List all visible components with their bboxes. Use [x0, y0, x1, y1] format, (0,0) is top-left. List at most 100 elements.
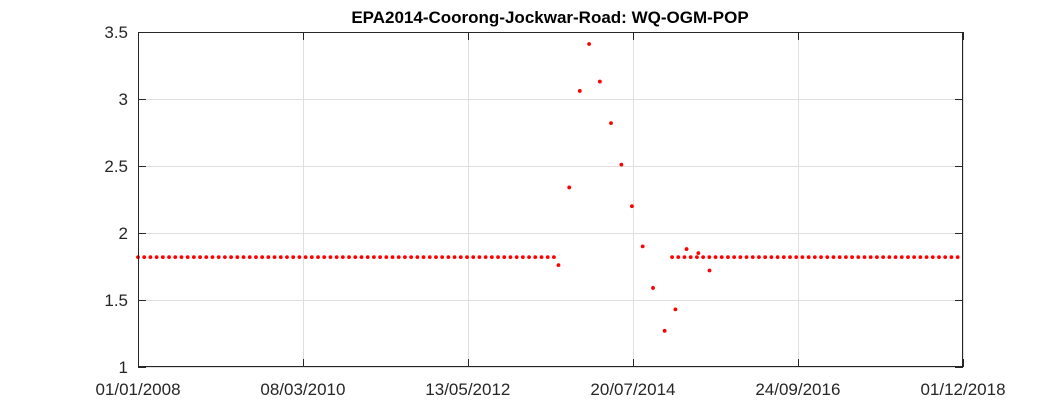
data-point	[545, 255, 550, 260]
data-point	[266, 255, 271, 260]
data-point	[662, 328, 667, 333]
data-point	[684, 247, 689, 251]
data-point	[695, 255, 699, 260]
data-point	[688, 255, 693, 260]
data-point	[726, 255, 730, 260]
data-point	[887, 255, 892, 260]
data-point	[609, 121, 613, 126]
data-point	[359, 255, 364, 260]
data-point	[502, 255, 507, 260]
y-tick-label: 3	[119, 90, 128, 109]
x-tick-label: 13/05/2012	[425, 380, 510, 399]
data-point	[856, 255, 861, 260]
data-point	[533, 255, 538, 260]
y-tick-label: 3.5	[104, 23, 128, 42]
data-point	[328, 255, 333, 260]
plot-background	[138, 32, 963, 367]
data-point	[744, 255, 749, 260]
data-point	[567, 185, 572, 190]
data-point	[937, 255, 941, 260]
data-point	[322, 255, 327, 260]
data-point	[943, 255, 948, 260]
data-point	[185, 255, 190, 260]
data-point	[371, 255, 376, 260]
data-point	[241, 255, 246, 260]
data-point	[539, 255, 544, 260]
data-point	[918, 255, 923, 260]
data-point	[806, 255, 811, 260]
x-tick-label: 24/09/2016	[755, 380, 840, 399]
chart-title: EPA2014-Coorong-Jockwar-Road: WQ-OGM-POP	[351, 8, 748, 27]
data-point	[893, 255, 898, 260]
data-point	[719, 255, 724, 260]
data-point	[303, 255, 308, 260]
data-point	[452, 255, 457, 260]
data-point	[707, 268, 712, 273]
x-tick-label: 01/12/2018	[920, 380, 1005, 399]
data-point	[775, 255, 780, 260]
data-point	[167, 255, 171, 260]
data-point	[316, 255, 320, 260]
data-point	[415, 255, 420, 260]
x-tick-label: 01/01/2008	[95, 380, 180, 399]
data-point	[440, 255, 445, 260]
data-point	[875, 255, 879, 260]
data-point	[390, 255, 395, 260]
data-point	[458, 255, 463, 260]
data-points	[136, 42, 960, 333]
data-point	[949, 255, 954, 260]
data-point	[309, 255, 314, 260]
data-point	[843, 255, 848, 260]
data-point	[278, 255, 283, 260]
data-point	[819, 255, 823, 260]
data-point	[216, 255, 221, 260]
data-point	[794, 255, 799, 260]
data-point	[272, 255, 277, 260]
data-point	[696, 251, 701, 256]
y-tick-label: 2.5	[104, 157, 128, 176]
data-point	[427, 255, 432, 260]
data-point	[924, 255, 929, 260]
data-point	[403, 255, 407, 260]
data-point	[520, 255, 525, 260]
data-point	[508, 255, 513, 260]
data-point	[955, 255, 960, 260]
data-point	[483, 255, 488, 260]
data-point	[713, 255, 718, 260]
data-point	[378, 255, 382, 260]
data-point	[384, 255, 389, 260]
data-point	[154, 255, 159, 260]
data-point	[285, 255, 289, 260]
data-point	[640, 244, 645, 249]
data-point	[906, 255, 910, 260]
data-point	[651, 286, 655, 290]
data-point	[477, 255, 482, 260]
data-point	[254, 255, 258, 260]
data-point	[825, 255, 830, 260]
data-point	[868, 255, 873, 260]
data-point	[707, 255, 712, 260]
data-point	[732, 255, 737, 260]
data-point	[788, 255, 792, 260]
data-point	[552, 255, 556, 260]
data-point	[738, 255, 743, 260]
data-point	[229, 255, 234, 260]
data-point	[757, 255, 761, 260]
tick-labels: 01/01/2008 08/03/2010 13/05/2012 20/07/2014…	[95, 23, 1005, 399]
data-point	[750, 255, 755, 260]
data-point	[148, 255, 153, 260]
data-point	[204, 255, 209, 260]
y-tick-label: 1.5	[104, 291, 128, 310]
data-point	[421, 255, 426, 260]
data-point	[862, 255, 867, 260]
data-point	[630, 204, 634, 209]
data-point	[347, 255, 351, 260]
x-tick-label: 08/03/2010	[260, 380, 345, 399]
data-point	[409, 255, 414, 260]
data-point	[682, 255, 687, 260]
data-point	[912, 255, 917, 260]
data-point	[769, 255, 774, 260]
data-point	[701, 255, 706, 260]
data-point	[353, 255, 358, 260]
